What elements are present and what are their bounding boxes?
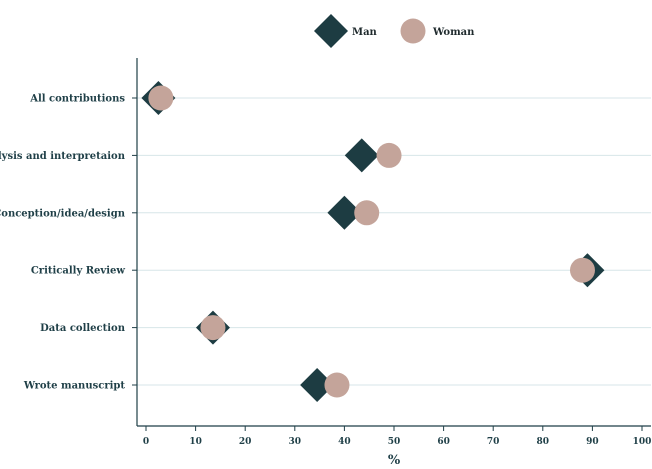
- legend-label: Woman: [432, 27, 475, 38]
- man-marker: [344, 138, 379, 173]
- x-tick-labels: 0 10 20 30 40 50 60 70 80 90 100: [143, 437, 652, 447]
- x-tick-label: 10: [189, 437, 202, 447]
- category-label: Analysis and interpretaion: [0, 151, 126, 162]
- category-label: Wrote manuscript: [23, 381, 126, 392]
- category-label: Data collection: [40, 323, 126, 334]
- x-tick-label: 100: [633, 437, 652, 447]
- axes: [132, 58, 651, 431]
- x-tick-label: 50: [388, 437, 401, 447]
- category-label: All contributions: [29, 94, 125, 105]
- woman-marker: [354, 200, 380, 226]
- x-tick-label: 20: [239, 437, 252, 447]
- x-tick-label: 40: [338, 437, 351, 447]
- data-markers: [141, 81, 605, 402]
- x-tick-label: 90: [586, 437, 599, 447]
- legend-item: Man: [314, 14, 378, 48]
- man-marker: [300, 368, 335, 402]
- woman-marker: [569, 257, 595, 283]
- x-tick-label: 70: [487, 437, 500, 447]
- woman-marker: [148, 85, 174, 111]
- x-tick-label: 30: [289, 437, 302, 447]
- x-tick-label: 60: [437, 437, 450, 447]
- x-tick-label: 0: [143, 437, 149, 447]
- woman-marker: [324, 372, 350, 398]
- man-marker: [327, 195, 362, 230]
- category-label: Critically Review: [31, 266, 126, 277]
- x-axis-label: %: [388, 453, 401, 465]
- legend-label: Man: [352, 27, 378, 38]
- legend: Man Woman: [314, 14, 475, 48]
- category-labels: All contributions Analysis and interpreta…: [0, 94, 126, 392]
- woman-marker: [376, 142, 402, 168]
- category-label: Conception/idea/design: [0, 208, 126, 219]
- legend-item: Woman: [400, 18, 475, 44]
- legend-circle-icon: [400, 18, 426, 44]
- x-tick-label: 80: [537, 437, 550, 447]
- woman-marker: [200, 315, 226, 341]
- legend-diamond-icon: [314, 14, 348, 48]
